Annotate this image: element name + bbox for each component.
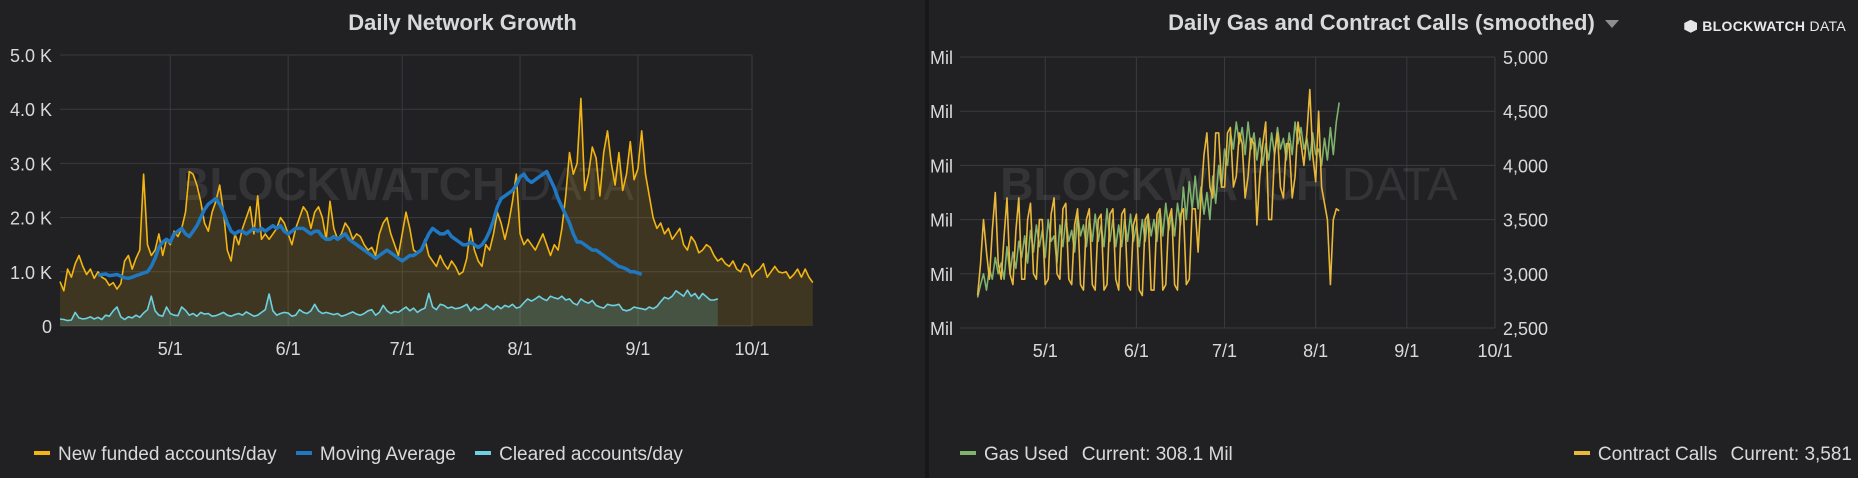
series-new-funded-accounts-area [60,98,813,327]
legend-label: Gas Used [984,444,1069,465]
legend-current-value: 308.1 Mil [1155,444,1233,465]
network-growth-chart: 0 1.0 K 2.0 K 3.0 K 4.0 K 5.0 K 5/1 6/1 7/1 8/1 9/… [10,46,814,359]
y-left-tick-label: 250 Mil [929,156,953,176]
legend-item-new-funded-accounts[interactable]: New funded accounts/day [34,444,277,466]
x-tick-label: 7/1 [1212,341,1237,361]
chart-legend-left: Gas Used Current: 308.1 Mil [960,444,1247,466]
series-contract-calls-line [976,88,1340,297]
y-right-tick-label: 2,500 [1503,319,1548,339]
legend-current-label: Current: [1730,444,1800,465]
y-tick-label: 0 [42,317,52,337]
legend-swatch [475,450,492,455]
y-right-tick-label: 5,000 [1503,48,1548,68]
legend-item-cleared-accounts[interactable]: Cleared accounts/day [475,444,683,466]
legend-item-moving-average[interactable]: Moving Average [295,444,456,466]
chevron-down-icon[interactable] [1604,20,1619,29]
watermark-text: BLOCKWATCH DATA [1000,158,1458,210]
x-tick-label: 10/1 [734,339,769,359]
daily-gas-contract-calls-panel: Daily Gas and Contract Calls (smoothed) … [929,0,1858,478]
x-tick-label: 5/1 [158,339,183,359]
panel-title-dropdown[interactable]: Daily Gas and Contract Calls (smoothed) [929,10,1858,36]
y-left-tick-label: 100 Mil [929,319,953,339]
panel-title[interactable]: Daily Network Growth [348,10,577,35]
legend-swatch [1573,450,1590,455]
x-tick-label: 6/1 [276,339,301,359]
watermark-suffix: DATA [1342,158,1458,210]
y-tick-label: 1.0 K [10,263,52,283]
y-tick-label: 3.0 K [10,154,52,174]
legend-current-value: 3,581 [1804,444,1852,465]
y-right-tick-label: 3,500 [1503,211,1548,231]
x-tick-label: 8/1 [508,339,533,359]
y-left-tick-label: 200 Mil [929,211,953,231]
cube-logo-icon [1684,19,1698,33]
legend-label: Cleared accounts/day [499,444,683,465]
legend-swatch [295,450,312,455]
x-tick-label: 10/1 [1477,341,1512,361]
brand-suffix: DATA [1809,18,1846,34]
y-left-tick-label: 150 Mil [929,265,953,285]
x-tick-label: 9/1 [1394,341,1419,361]
chart-legend: New funded accounts/day Moving Average C… [34,444,697,466]
y-tick-label: 4.0 K [10,100,52,120]
watermark-brand: BLOCKWATCH [176,158,518,210]
legend-swatch [34,450,50,455]
y-tick-label: 5.0 K [10,46,52,66]
chart-legend-right: Contract Calls Current: 3,581 [1573,444,1852,466]
x-tick-label: 9/1 [625,339,650,359]
legend-label: Contract Calls [1597,444,1718,465]
y-right-tick-label: 4,000 [1503,156,1548,176]
brand-logo: BLOCKWATCH DATA [1684,18,1846,34]
x-tick-label: 5/1 [1033,341,1058,361]
y-right-tick-label: 3,000 [1503,265,1548,285]
x-tick-label: 6/1 [1124,341,1149,361]
legend-label: New funded accounts/day [58,444,277,465]
series-new-funded-accounts-line [59,97,814,292]
panel-title: Daily Gas and Contract Calls (smoothed) [1168,10,1595,35]
y-left-tick-label: 350 Mil [929,48,953,68]
y-left-tick-label: 300 Mil [929,102,953,122]
legend-label: Moving Average [319,444,456,465]
brand-name: BLOCKWATCH [1702,18,1806,34]
y-tick-label: 2.0 K [10,209,52,229]
series-moving-average-line [97,169,643,281]
series-cleared-accounts-line [59,289,719,322]
legend-current-label: Current: [1081,444,1151,465]
legend-swatch [960,450,976,455]
x-tick-label: 7/1 [390,339,415,359]
daily-network-growth-panel: Daily Network Growth 0 1.0 K 2.0 K 3.0 K 4.0… [0,0,925,478]
legend-item-gas-used[interactable]: Gas Used Current: 308.1 Mil [960,444,1233,466]
series-cleared-accounts-area [60,290,718,326]
y-right-tick-label: 4,500 [1503,102,1548,122]
legend-item-contract-calls[interactable]: Contract Calls Current: 3,581 [1573,444,1852,466]
x-tick-label: 8/1 [1303,341,1328,361]
panel-divider [925,0,929,478]
watermark-text: BLOCKWATCH DATA [176,158,634,210]
gas-contract-calls-chart: 100 Mil 150 Mil 200 Mil 250 Mil 300 Mil 350 M… [929,48,1548,361]
